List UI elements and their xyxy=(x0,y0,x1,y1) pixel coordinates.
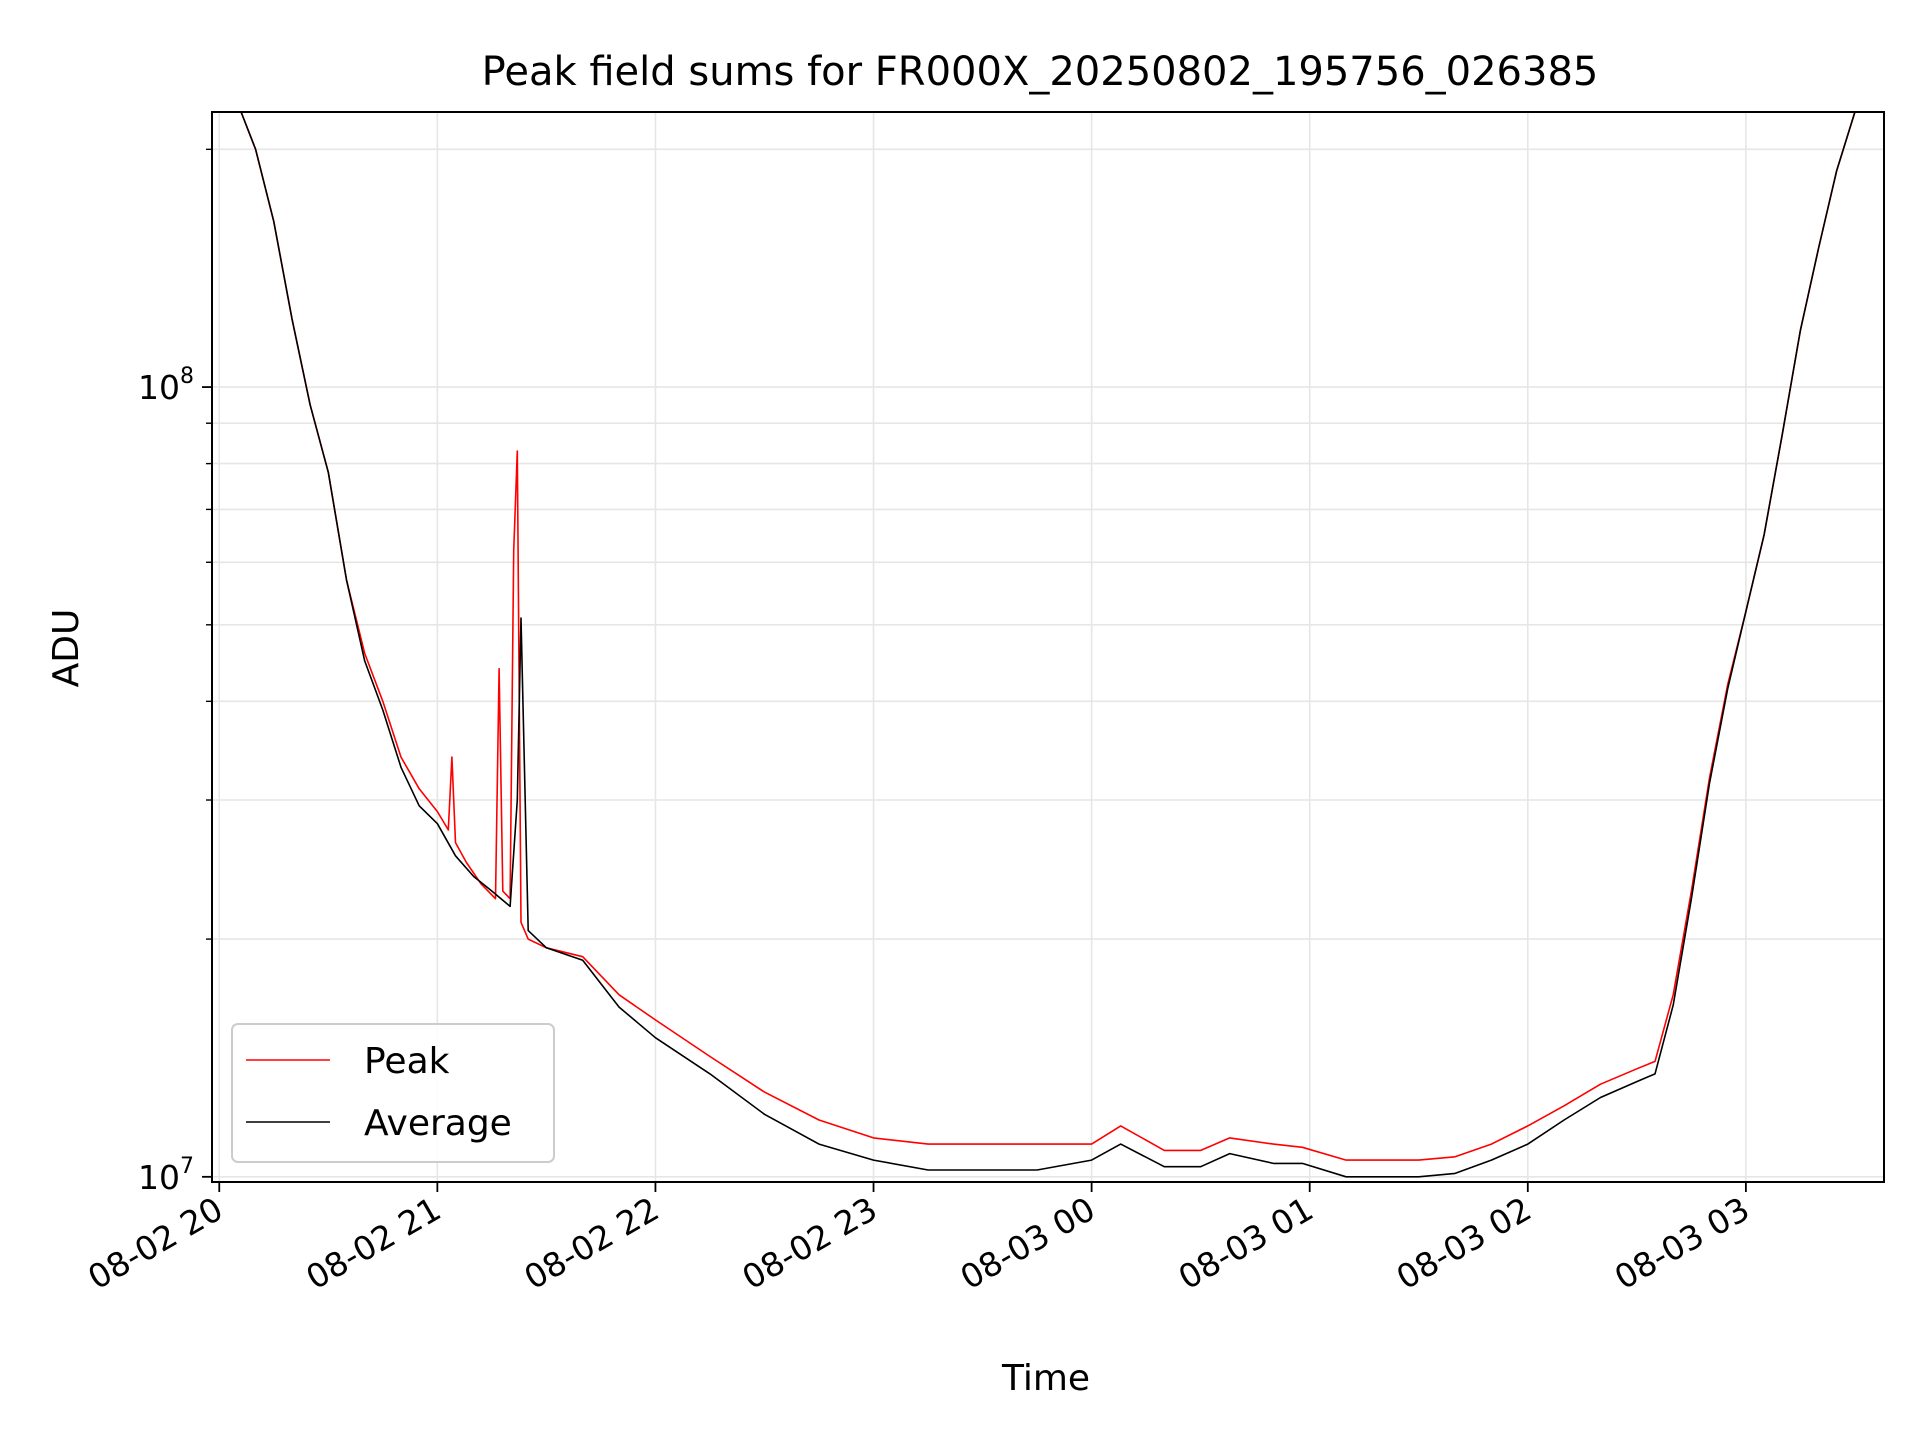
chart-title: Peak field sums for FR000X_20250802_1957… xyxy=(482,49,1599,95)
y-axis-label: ADU xyxy=(46,609,87,688)
grid xyxy=(212,112,1884,1182)
legend: Peak Average xyxy=(231,1023,555,1163)
y-tick-exponent: 7 xyxy=(180,1154,194,1179)
series-lines xyxy=(212,111,1884,1178)
legend-box xyxy=(231,1023,555,1163)
series-line-peak xyxy=(212,111,1884,1161)
legend-average-label: Average xyxy=(364,1103,512,1144)
legend-peak-label: Peak xyxy=(364,1041,450,1082)
x-axis-label: Time xyxy=(1001,1358,1090,1399)
y-tick-exponent: 8 xyxy=(180,364,194,389)
plot-frame xyxy=(211,111,1885,1183)
series-line-average xyxy=(212,111,1884,1178)
